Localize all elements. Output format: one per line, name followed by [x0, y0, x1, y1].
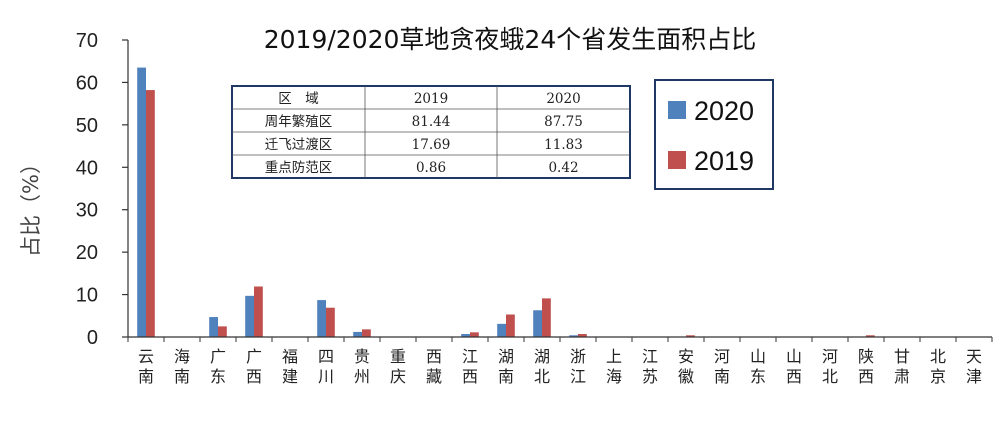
x-tick-label-天津: 天津 [966, 347, 982, 386]
legend-swatch-2019 [668, 151, 686, 169]
y-tick-label: 20 [76, 242, 98, 264]
table-cell: 11.83 [544, 137, 583, 153]
y-axis-label-group: 占比（%） [19, 153, 43, 257]
x-tick-label-浙江: 浙江 [570, 347, 586, 386]
table-cell: 0.42 [548, 160, 578, 176]
bar-2020-浙江 [569, 335, 578, 337]
x-tick-label-山西: 山西 [786, 347, 802, 386]
bar-2020-湖南 [497, 323, 506, 337]
x-tick-label-四川: 四川 [318, 347, 334, 386]
legend-swatch-2020 [668, 101, 686, 119]
table-header-cell: 2020 [546, 91, 580, 107]
table-cell: 重点防范区 [265, 160, 333, 176]
table-header-cell: 区 域 [278, 91, 319, 107]
bar-2019-浙江 [578, 334, 587, 337]
table-cell: 迁飞过渡区 [265, 137, 333, 153]
bar-2020-四川 [317, 300, 326, 337]
bar-2019-广西 [254, 286, 263, 337]
x-tick-label-安徽: 安徽 [678, 347, 694, 386]
bar-2020-江西 [461, 334, 470, 337]
x-tick-label-云南: 云南 [138, 347, 154, 386]
bar-2020-广东 [209, 317, 218, 337]
x-tick-label-江苏: 江苏 [642, 347, 658, 386]
bar-2020-云南 [137, 67, 146, 337]
y-tick-label: 40 [76, 157, 98, 179]
table-cell: 81.44 [412, 114, 451, 130]
x-tick-label-河南: 河南 [714, 347, 730, 386]
bar-2019-安徽 [686, 335, 695, 337]
x-tick-label-山东: 山东 [750, 347, 766, 386]
legend-box [654, 79, 774, 190]
bar-2020-湖北 [533, 310, 542, 337]
x-tick-label-上海: 上海 [606, 347, 622, 386]
x-tick-label-北京: 北京 [930, 347, 946, 386]
x-tick-label-河北: 河北 [822, 347, 838, 386]
x-tick-label-海南: 海南 [174, 347, 190, 386]
y-tick-label: 70 [76, 30, 98, 52]
legend-label-2020: 2020 [694, 96, 754, 126]
table-cell: 17.69 [412, 137, 451, 153]
y-tick-label: 30 [76, 200, 98, 222]
summary-table: 区 域 2019 2020 周年繁殖区 81.44 87.75 迁飞过渡区 17.69 11.8… [231, 85, 631, 179]
x-tick-label-重庆: 重庆 [390, 347, 406, 386]
bar-2019-陕西 [866, 335, 875, 337]
bar-2019-广东 [218, 326, 227, 337]
x-tick-label-广东: 广东 [210, 347, 226, 386]
y-tick-label: 10 [76, 285, 98, 307]
table-cell: 周年繁殖区 [265, 113, 333, 130]
axes: 0 10 20 30 40 50 60 70 云南海南广东广西福建四川贵州重庆西藏江西湖南湖北浙… [76, 30, 993, 386]
y-tick-label: 60 [76, 72, 98, 94]
x-tick-label-湖南: 湖南 [498, 347, 514, 386]
legend: 2020 2019 [654, 79, 774, 190]
y-tick-label: 50 [76, 115, 98, 137]
x-tick-label-广西: 广西 [246, 347, 262, 386]
y-tick-label: 0 [87, 327, 98, 349]
bar-2020-贵州 [353, 331, 362, 337]
table-header-cell: 2019 [414, 91, 448, 107]
x-tick-label-甘肃: 甘肃 [894, 347, 910, 386]
x-tick-label-福建: 福建 [282, 347, 298, 386]
x-tick-label-贵州: 贵州 [354, 347, 370, 386]
bar-2019-云南 [146, 90, 155, 337]
y-axis-label: 占比（%） [19, 153, 43, 257]
x-tick-label-陕西: 陕西 [858, 347, 874, 386]
table-cell: 87.75 [544, 114, 583, 130]
x-tick-label-湖北: 湖北 [534, 347, 550, 386]
bar-2019-湖南 [506, 314, 515, 337]
x-tick-label-西藏: 西藏 [426, 347, 442, 386]
bar-2020-广西 [245, 295, 254, 337]
bar-2019-江西 [470, 332, 479, 337]
bar-2019-四川 [326, 307, 335, 337]
chart-title: 2019/2020草地贪夜蛾24个省发生面积占比 [264, 25, 756, 54]
bar-2019-贵州 [362, 329, 371, 337]
x-tick-label-江西: 江西 [462, 347, 478, 386]
bar-2019-湖北 [542, 298, 551, 337]
plot-area [137, 67, 875, 337]
legend-label-2019: 2019 [694, 146, 754, 176]
table-cell: 0.86 [416, 160, 446, 176]
